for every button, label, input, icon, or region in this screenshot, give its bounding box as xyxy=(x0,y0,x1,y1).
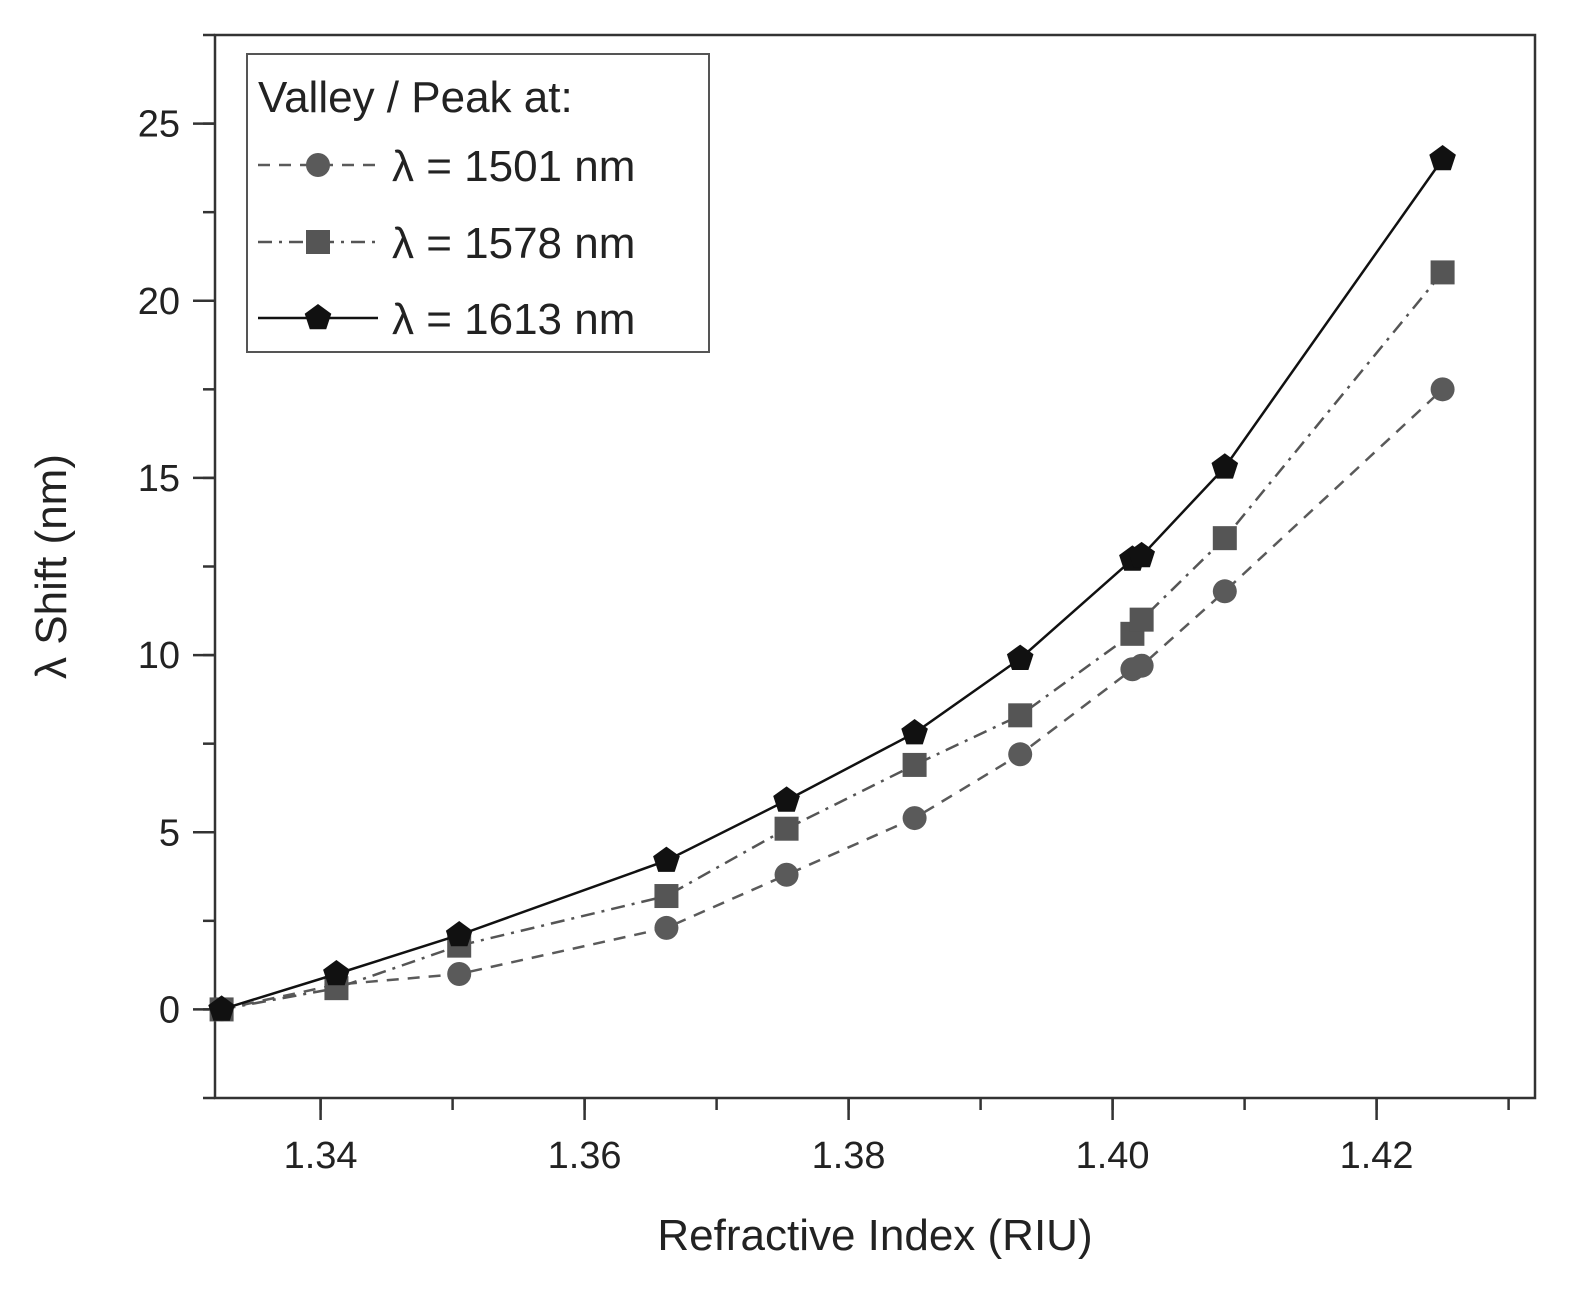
series-line xyxy=(221,271,1444,1011)
data-point xyxy=(445,921,473,947)
legend-marker xyxy=(306,153,330,177)
data-point xyxy=(1128,541,1155,568)
y-tick-label: 20 xyxy=(138,281,180,323)
data-point xyxy=(1129,653,1154,678)
legend-marker xyxy=(306,230,330,254)
x-tick-label: 1.34 xyxy=(284,1135,358,1177)
x-tick-label: 1.36 xyxy=(548,1135,622,1177)
data-point xyxy=(774,862,799,887)
y-tick-label: 0 xyxy=(159,989,180,1031)
x-axis: 1.34 1.36 1.38 1.40 1.42 xyxy=(284,1098,1510,1177)
legend-item: λ = 1501 nm xyxy=(258,142,635,191)
data-point xyxy=(773,786,800,812)
data-point xyxy=(902,806,927,831)
data-point xyxy=(1430,260,1455,285)
series-1 xyxy=(209,377,1455,1022)
series-2 xyxy=(209,260,1455,1022)
series-layer xyxy=(208,145,1456,1022)
data-point xyxy=(1008,742,1033,767)
legend-item: λ = 1613 nm xyxy=(258,295,635,344)
x-axis-title: Refractive Index (RIU) xyxy=(657,1211,1092,1260)
data-point xyxy=(774,816,799,841)
series-3 xyxy=(208,145,1456,1021)
data-point xyxy=(447,961,472,986)
data-point xyxy=(1006,644,1034,670)
x-tick-label: 1.42 xyxy=(1340,1135,1414,1177)
legend-title: Valley / Peak at: xyxy=(258,73,573,122)
legend-label: λ = 1613 nm xyxy=(392,295,635,344)
data-point xyxy=(901,719,928,745)
legend-label: λ = 1501 nm xyxy=(392,142,635,191)
y-axis-title: λ Shift (nm) xyxy=(27,454,76,679)
data-point xyxy=(1430,377,1455,402)
legend-marker xyxy=(304,304,332,330)
data-point xyxy=(323,960,350,986)
y-tick-label: 5 xyxy=(159,812,180,854)
data-point xyxy=(654,884,679,909)
legend-item: λ = 1578 nm xyxy=(258,219,635,268)
x-tick-label: 1.40 xyxy=(1076,1135,1150,1177)
data-point xyxy=(654,915,679,940)
y-tick-label: 15 xyxy=(138,458,180,500)
y-tick-label: 25 xyxy=(138,104,180,146)
series-line xyxy=(221,388,1444,1011)
y-axis: 0 5 10 15 20 25 xyxy=(138,33,215,1100)
data-point xyxy=(1211,453,1239,479)
data-point xyxy=(1129,607,1154,632)
y-tick-label: 10 xyxy=(138,635,180,677)
data-point xyxy=(902,752,927,777)
legend: Valley / Peak at: λ = 1501 nm λ = 1578 nm… xyxy=(246,53,710,353)
data-point xyxy=(1212,526,1237,551)
data-point xyxy=(208,995,235,1021)
x-tick-label: 1.38 xyxy=(812,1135,886,1177)
legend-label: λ = 1578 nm xyxy=(392,219,635,268)
data-point xyxy=(1212,579,1237,604)
legend-box xyxy=(246,53,710,353)
data-point xyxy=(1429,145,1456,171)
data-point xyxy=(1008,703,1033,728)
data-point xyxy=(653,846,680,872)
